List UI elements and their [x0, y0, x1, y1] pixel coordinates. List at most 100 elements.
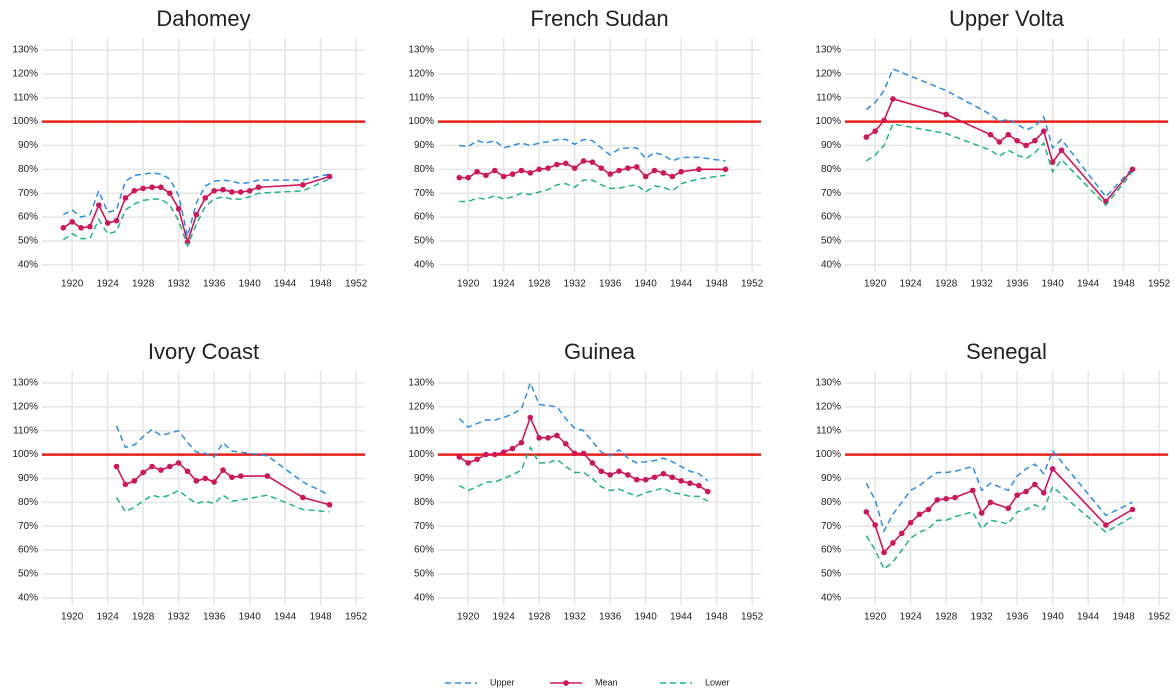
data-point: [696, 166, 702, 173]
x-tick-label: 1944: [1077, 279, 1100, 290]
data-point: [202, 475, 209, 482]
x-tick-label: 1948: [706, 612, 729, 623]
x-tick-label: 1944: [274, 612, 297, 623]
data-point: [456, 454, 463, 460]
data-point: [881, 117, 887, 124]
data-point: [952, 494, 958, 501]
data-point: [536, 435, 542, 441]
data-point: [598, 165, 605, 171]
data-point: [95, 202, 102, 208]
data-point: [246, 188, 253, 194]
x-tick-label: 1932: [564, 279, 587, 290]
data-point: [678, 168, 684, 175]
series-line: [865, 97, 1134, 203]
data-point: [669, 474, 676, 481]
y-tick-label: 80%: [821, 497, 841, 508]
data-point: [527, 170, 534, 176]
data-point: [943, 495, 949, 502]
x-tick-label: 1932: [168, 612, 191, 623]
data-point: [996, 139, 1003, 145]
panel-title: French Sudan: [530, 6, 668, 31]
data-point: [589, 460, 596, 466]
x-tick-label: 1948: [310, 612, 333, 623]
data-point: [237, 189, 244, 195]
y-tick-label: 60%: [18, 545, 38, 556]
x-tick-label: 1948: [706, 279, 729, 290]
data-point: [1023, 488, 1029, 495]
x-tick-label: 1952: [1148, 612, 1171, 623]
x-tick-label: 1936: [203, 279, 226, 290]
data-point: [598, 468, 605, 475]
data-point: [890, 96, 896, 102]
data-point: [220, 186, 226, 193]
data-point: [158, 467, 164, 473]
data-point: [300, 494, 306, 501]
y-tick-label: 80%: [414, 497, 434, 508]
panel: Upper Volta 40% 50% 60% 70% 80% 90% 100% 110% 120…: [815, 6, 1170, 290]
x-tick-label: 1940: [239, 279, 262, 290]
x-tick-label: 1944: [1077, 612, 1100, 623]
data-point: [220, 467, 226, 473]
series-line: [459, 160, 726, 179]
x-tick-label: 1944: [670, 279, 693, 290]
data-point: [934, 497, 941, 503]
data-point: [669, 173, 676, 180]
data-point: [1005, 505, 1012, 512]
data-point: [625, 165, 631, 171]
x-tick-label: 1920: [864, 279, 887, 290]
data-point: [881, 549, 887, 556]
x-tick-label: 1920: [864, 612, 887, 623]
x-tick-label: 1928: [935, 279, 958, 290]
y-tick-label: 90%: [18, 140, 38, 151]
x-tick-label: 1948: [1113, 279, 1136, 290]
y-tick-label: 70%: [18, 521, 38, 532]
series-line: [115, 489, 330, 513]
data-point: [633, 164, 640, 170]
data-point: [633, 476, 640, 483]
y-tick-label: 100%: [12, 116, 38, 127]
x-tick-label: 1924: [97, 612, 120, 623]
x-tick-label: 1952: [345, 612, 368, 623]
data-point: [863, 509, 870, 515]
y-tick-label: 90%: [821, 140, 841, 151]
data-point: [907, 519, 914, 526]
data-point: [987, 131, 994, 138]
data-point: [131, 188, 138, 194]
x-tick-label: 1932: [564, 612, 587, 623]
y-tick-label: 70%: [414, 521, 434, 532]
series-line: [865, 449, 1133, 533]
y-tick-label: 40%: [414, 259, 434, 270]
y-tick-label: 110%: [409, 425, 434, 436]
series-line: [865, 123, 1134, 207]
data-point: [465, 460, 471, 466]
data-point: [1049, 466, 1056, 472]
y-tick-label: 50%: [414, 569, 434, 580]
x-tick-label: 1940: [1042, 612, 1065, 623]
y-tick-label: 60%: [821, 545, 841, 556]
data-point: [678, 478, 684, 484]
data-point: [916, 511, 923, 518]
data-point: [872, 522, 878, 528]
data-point: [202, 195, 209, 201]
data-point: [704, 488, 711, 495]
data-point: [518, 167, 525, 174]
data-point: [660, 170, 667, 176]
legend-label: Upper: [490, 677, 515, 687]
y-tick-label: 110%: [816, 92, 841, 103]
series-line: [458, 445, 709, 502]
x-tick-label: 1928: [528, 612, 551, 623]
data-point: [509, 445, 516, 452]
data-point: [1023, 142, 1029, 149]
y-tick-label: 40%: [18, 259, 38, 270]
data-point: [122, 481, 129, 488]
x-tick-label: 1944: [274, 279, 297, 290]
data-point: [616, 167, 622, 174]
data-point: [509, 171, 516, 177]
x-tick-label: 1940: [239, 612, 262, 623]
y-tick-label: 90%: [18, 473, 38, 484]
data-point: [987, 499, 994, 506]
data-point: [536, 166, 542, 173]
data-point: [625, 472, 631, 478]
series-line: [459, 138, 726, 162]
y-tick-label: 60%: [414, 212, 434, 223]
